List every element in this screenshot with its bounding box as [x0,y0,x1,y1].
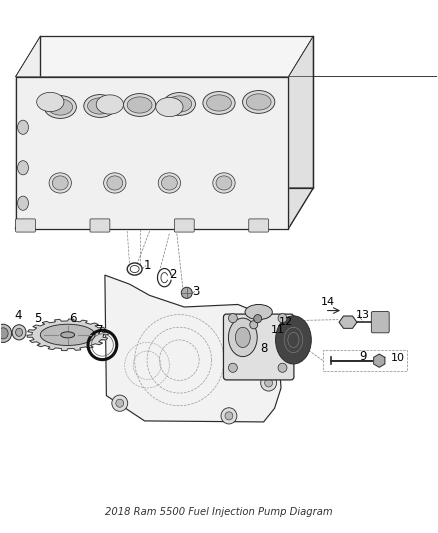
Polygon shape [16,36,40,229]
Text: 3: 3 [192,285,199,298]
Ellipse shape [0,328,8,339]
Ellipse shape [18,160,28,175]
Circle shape [229,313,237,322]
Ellipse shape [12,325,26,340]
Ellipse shape [18,196,28,211]
Polygon shape [16,77,289,229]
Polygon shape [339,316,357,328]
FancyBboxPatch shape [16,219,35,232]
Text: 6: 6 [69,312,76,325]
Circle shape [221,408,237,424]
Polygon shape [27,319,108,351]
Ellipse shape [207,95,231,111]
Ellipse shape [163,93,195,115]
Ellipse shape [216,176,232,190]
Ellipse shape [18,120,28,134]
Ellipse shape [203,92,235,115]
Ellipse shape [235,327,250,348]
Circle shape [112,395,128,411]
Text: 14: 14 [321,297,335,307]
Ellipse shape [213,173,235,193]
FancyBboxPatch shape [90,219,110,232]
Ellipse shape [0,324,12,342]
Circle shape [278,363,287,373]
FancyBboxPatch shape [174,219,194,232]
Ellipse shape [104,173,126,193]
Circle shape [278,313,287,322]
Text: 9: 9 [359,350,367,362]
Ellipse shape [127,97,152,113]
Ellipse shape [158,173,180,193]
Circle shape [262,341,270,349]
Text: 11: 11 [271,325,285,335]
Ellipse shape [96,95,124,114]
Polygon shape [268,320,283,330]
Ellipse shape [44,95,76,118]
Ellipse shape [156,98,183,117]
Ellipse shape [84,95,116,117]
Ellipse shape [243,91,275,114]
Circle shape [254,314,261,322]
Text: 8: 8 [260,342,267,355]
Text: 2: 2 [170,268,177,280]
Text: 2018 Ram 5500 Fuel Injection Pump Diagram: 2018 Ram 5500 Fuel Injection Pump Diagra… [105,507,333,517]
Ellipse shape [245,304,272,320]
Circle shape [265,379,272,387]
Text: 10: 10 [391,353,405,362]
Ellipse shape [124,94,156,116]
Polygon shape [289,36,313,229]
Ellipse shape [61,332,74,338]
Circle shape [261,375,276,391]
Polygon shape [40,36,313,188]
Circle shape [250,321,258,329]
Circle shape [181,287,192,298]
Ellipse shape [107,176,123,190]
FancyBboxPatch shape [223,314,294,380]
Text: 12: 12 [279,317,293,327]
Ellipse shape [162,176,177,190]
Text: 5: 5 [34,312,42,325]
FancyBboxPatch shape [249,219,268,232]
Ellipse shape [276,316,311,364]
Polygon shape [105,275,281,422]
Polygon shape [40,324,95,345]
Ellipse shape [246,94,271,110]
Text: 4: 4 [14,309,22,322]
Circle shape [225,412,233,420]
Ellipse shape [49,173,71,193]
Ellipse shape [37,92,64,111]
Text: 7: 7 [96,325,104,337]
Ellipse shape [16,328,22,336]
Polygon shape [16,188,313,229]
Ellipse shape [167,96,192,112]
Ellipse shape [52,176,68,190]
Polygon shape [374,354,385,367]
Ellipse shape [229,318,257,357]
Circle shape [258,337,274,353]
Ellipse shape [48,99,73,115]
FancyBboxPatch shape [371,312,389,333]
Ellipse shape [88,98,112,114]
Text: 1: 1 [143,259,151,272]
Circle shape [229,363,237,373]
Text: 13: 13 [356,310,370,320]
Circle shape [116,399,124,407]
